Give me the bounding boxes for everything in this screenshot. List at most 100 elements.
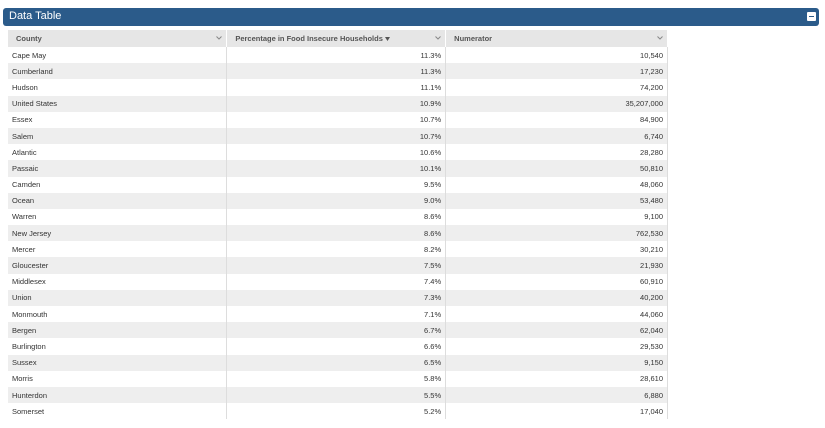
table-cell: 6.5%	[226, 354, 447, 371]
table-row: Warren 8.6% 9,100	[8, 208, 668, 226]
column-header-label: Numerator	[454, 34, 493, 43]
collapse-button[interactable]	[807, 12, 816, 21]
table-row: Gloucester 7.5% 21,930	[8, 257, 668, 274]
table-cell: 9,100	[445, 208, 668, 226]
table-cell: Hunterdon	[8, 386, 228, 404]
column-menu-icon	[216, 36, 223, 40]
table-row: Hunterdon 5.5% 6,880	[8, 386, 668, 404]
table-cell: 30,210	[445, 241, 668, 258]
table-cell: 10.7%	[226, 127, 447, 145]
table-cell: 11.3%	[226, 63, 447, 80]
table-cell: 10,540	[445, 47, 668, 64]
table-cell: 5.8%	[226, 370, 447, 387]
table-row: Cape May 11.3% 10,540	[8, 47, 668, 64]
table-cell: 10.1%	[226, 160, 447, 177]
table-cell: 6.6%	[226, 338, 447, 355]
table-cell: 74,200	[445, 79, 668, 96]
table-cell: 17,230	[445, 63, 668, 80]
column-header[interactable]: Percentage in Food Insecure Households	[226, 30, 447, 47]
table-cell: 7.1%	[226, 306, 447, 323]
table-row: Somerset 5.2% 17,040	[8, 403, 668, 420]
table-cell: Union	[8, 289, 228, 306]
panel-title: Data Table	[9, 10, 62, 22]
table-cell: 8.2%	[226, 241, 447, 258]
table-cell: 48,060	[445, 176, 668, 193]
data-table: County Percentage in Food Insecure Househ…	[8, 30, 668, 420]
table-cell: 11.3%	[226, 47, 447, 64]
table-row: Burlington 6.6% 29,530	[8, 338, 668, 355]
table-row: New Jersey 8.6% 762,530	[8, 225, 668, 242]
table-cell: Atlantic	[8, 144, 228, 161]
table-cell: 40,200	[445, 289, 668, 306]
table-cell: 84,900	[445, 111, 668, 128]
table-cell: New Jersey	[8, 225, 228, 242]
table-cell: 11.1%	[226, 79, 447, 96]
table-cell: Cumberland	[8, 63, 228, 80]
table-cell: United States	[8, 95, 228, 112]
table-row: Cumberland 11.3% 17,230	[8, 63, 668, 80]
table-cell: 5.2%	[226, 403, 447, 420]
column-header[interactable]: County	[8, 30, 228, 47]
table-cell: Sussex	[8, 354, 228, 371]
table-cell: 60,910	[445, 273, 668, 290]
table-cell: Essex	[8, 111, 228, 128]
table-row: Union 7.3% 40,200	[8, 289, 668, 306]
table-row: Essex 10.7% 84,900	[8, 111, 668, 128]
panel-header: Data Table	[3, 8, 819, 26]
table-cell: 5.5%	[226, 386, 447, 404]
table-row: Passaic 10.1% 50,810	[8, 160, 668, 177]
table-cell: 6,880	[445, 386, 668, 404]
table-cell: 53,480	[445, 192, 668, 209]
table-row: United States 10.9% 35,207,000	[8, 95, 668, 112]
column-header-label: Percentage in Food Insecure Households	[235, 34, 383, 43]
table-cell: 10.7%	[226, 111, 447, 128]
table-body: Cape May 11.3% 10,540 Cumberland 11.3% 17,230…	[8, 47, 668, 420]
table-cell: 9,150	[445, 354, 668, 371]
table-cell: Cape May	[8, 47, 228, 64]
table-cell: 28,280	[445, 144, 668, 161]
column-header-label: County	[16, 34, 42, 43]
table-cell: 21,930	[445, 257, 668, 274]
column-header[interactable]: Numerator	[445, 30, 668, 47]
table-cell: 9.0%	[226, 192, 447, 209]
table-cell: 10.6%	[226, 144, 447, 161]
table-cell: Passaic	[8, 160, 228, 177]
table-cell: Warren	[8, 208, 228, 226]
table-cell: Gloucester	[8, 257, 228, 274]
column-menu-icon	[435, 36, 442, 40]
table-cell: 7.3%	[226, 289, 447, 306]
table-cell: Bergen	[8, 322, 228, 339]
table-cell: 62,040	[445, 322, 668, 339]
table-cell: 44,060	[445, 306, 668, 323]
table-row: Atlantic 10.6% 28,280	[8, 144, 668, 161]
table-cell: 8.6%	[226, 208, 447, 226]
table-cell: 35,207,000	[445, 95, 668, 112]
table-cell: 7.4%	[226, 273, 447, 290]
table-cell: 29,530	[445, 338, 668, 355]
table-cell: Burlington	[8, 338, 228, 355]
column-menu-icon	[657, 36, 663, 40]
table-cell: 762,530	[445, 225, 668, 242]
table-row: Bergen 6.7% 62,040	[8, 322, 668, 339]
table-cell: Hudson	[8, 79, 228, 96]
table-cell: 10.9%	[226, 95, 447, 112]
table-row: Mercer 8.2% 30,210	[8, 241, 668, 258]
table-cell: Mercer	[8, 241, 228, 258]
table-row: Sussex 6.5% 9,150	[8, 354, 668, 371]
table-cell: 8.6%	[226, 225, 447, 242]
table-cell: Camden	[8, 176, 228, 193]
table-cell: 17,040	[445, 403, 668, 420]
table-row: Ocean 9.0% 53,480	[8, 192, 668, 209]
table-row: Salem 10.7% 6,740	[8, 127, 668, 145]
table-cell: 50,810	[445, 160, 668, 177]
sort-indicator	[384, 37, 390, 41]
table-cell: 6.7%	[226, 322, 447, 339]
table-cell: 28,610	[445, 370, 668, 387]
table-cell: Monmouth	[8, 306, 228, 323]
table-cell: 6,740	[445, 127, 668, 145]
header-row: County Percentage in Food Insecure Househ…	[8, 30, 668, 47]
table-row: Middlesex 7.4% 60,910	[8, 273, 668, 290]
table-row: Morris 5.8% 28,610	[8, 370, 668, 387]
table-row: Camden 9.5% 48,060	[8, 176, 668, 193]
table-row: Monmouth 7.1% 44,060	[8, 306, 668, 323]
